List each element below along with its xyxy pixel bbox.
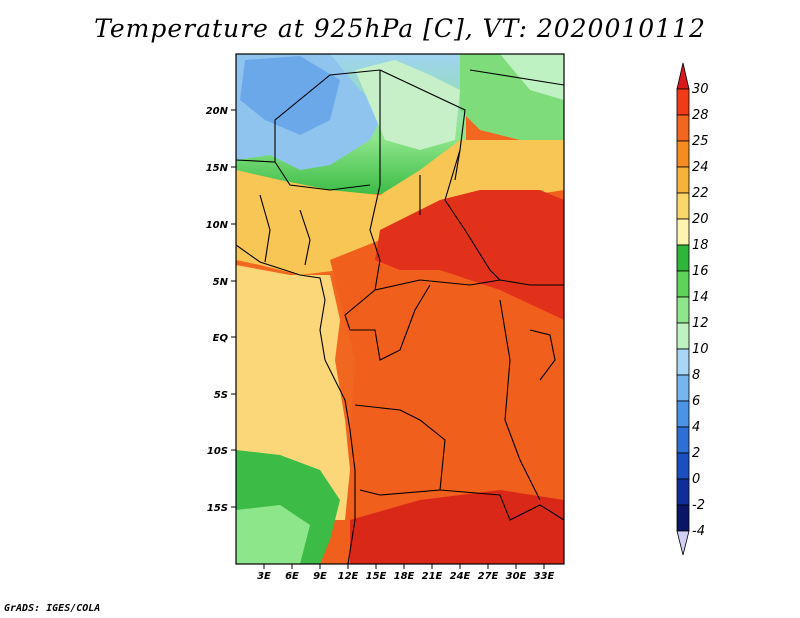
x-tick-label: 6E — [285, 571, 299, 582]
x-tick-label: 18E — [394, 571, 415, 582]
map-frame — [235, 53, 565, 565]
y-tick-label: 15S — [207, 503, 228, 514]
legend-label: 4 — [692, 420, 700, 435]
legend-swatch — [676, 192, 690, 220]
x-tick-label: 24E — [450, 571, 471, 582]
field-hot-south — [350, 490, 564, 564]
legend-swatch — [676, 504, 690, 532]
y-tick-label: EQ — [213, 333, 229, 344]
grads-credit: GrADS: IGES/COLA — [4, 603, 101, 614]
chart-title: Temperature at 925hPa [C], VT: 202001011… — [94, 14, 706, 43]
field-hot-north — [375, 190, 564, 320]
y-tick-marks — [231, 109, 236, 508]
legend-top-triangle — [676, 62, 690, 90]
borders — [236, 69, 564, 564]
legend-bottom-triangle — [676, 530, 690, 556]
x-tick-label: 30E — [506, 571, 527, 582]
legend-swatch — [676, 452, 690, 480]
field-blue — [240, 56, 340, 135]
x-tick-label: 9E — [313, 571, 327, 582]
legend-label: -4 — [692, 524, 705, 539]
legend-label: 22 — [692, 186, 709, 201]
legend-swatch — [676, 322, 690, 350]
y-tick-label: 5S — [214, 390, 228, 401]
legend-swatch — [676, 296, 690, 324]
x-tick-label: 33E — [534, 571, 555, 582]
x-tick-label: 12E — [338, 571, 359, 582]
legend-swatch — [676, 88, 690, 116]
legend-label: 18 — [692, 238, 709, 253]
legend-swatch — [676, 400, 690, 428]
legend-label: 16 — [692, 264, 709, 279]
y-tick-label: 15N — [206, 163, 229, 174]
legend-label: -2 — [692, 498, 705, 513]
legend-label: 12 — [692, 316, 709, 331]
legend-label: 25 — [692, 134, 709, 149]
x-tick-marks — [263, 564, 545, 569]
legend-label: 24 — [692, 160, 709, 175]
legend-swatch — [676, 374, 690, 402]
legend-label: 10 — [692, 342, 709, 357]
y-tick-label: 10S — [207, 446, 228, 457]
y-tick-label: 5N — [213, 277, 229, 288]
legend-swatch — [676, 244, 690, 272]
legend-swatch — [676, 270, 690, 298]
legend-label: 2 — [692, 446, 700, 461]
x-tick-label: 27E — [478, 571, 499, 582]
field-lightgreen — [355, 60, 460, 150]
legend-labels: 30 28 25 24 22 20 18 16 14 12 10 8 6 4 2… — [692, 82, 709, 539]
legend-swatch — [676, 478, 690, 506]
x-tick-label: 21E — [422, 571, 443, 582]
legend-swatch — [676, 140, 690, 168]
legend-swatch — [676, 426, 690, 454]
legend-label: 8 — [692, 368, 700, 383]
legend-swatch — [676, 114, 690, 142]
x-tick-label: 15E — [366, 571, 387, 582]
y-tick-label: 20N — [206, 106, 229, 117]
legend-label: 30 — [692, 82, 709, 97]
field-lightgreen-sw — [236, 505, 310, 564]
temperature-field — [236, 54, 564, 564]
x-tick-label: 3E — [257, 571, 271, 582]
legend-swatch — [676, 348, 690, 376]
legend-colorbar — [676, 62, 690, 556]
legend-label: 14 — [692, 290, 709, 305]
legend-swatch — [676, 218, 690, 246]
legend-label: 20 — [692, 212, 709, 227]
field-yellow-band — [236, 140, 564, 275]
legend-label: 6 — [692, 394, 700, 409]
field-ne-light — [500, 54, 564, 100]
y-tick-label: 10N — [206, 220, 229, 231]
legend-label: 0 — [692, 472, 700, 487]
legend-swatch — [676, 166, 690, 194]
legend-label: 28 — [692, 108, 709, 123]
